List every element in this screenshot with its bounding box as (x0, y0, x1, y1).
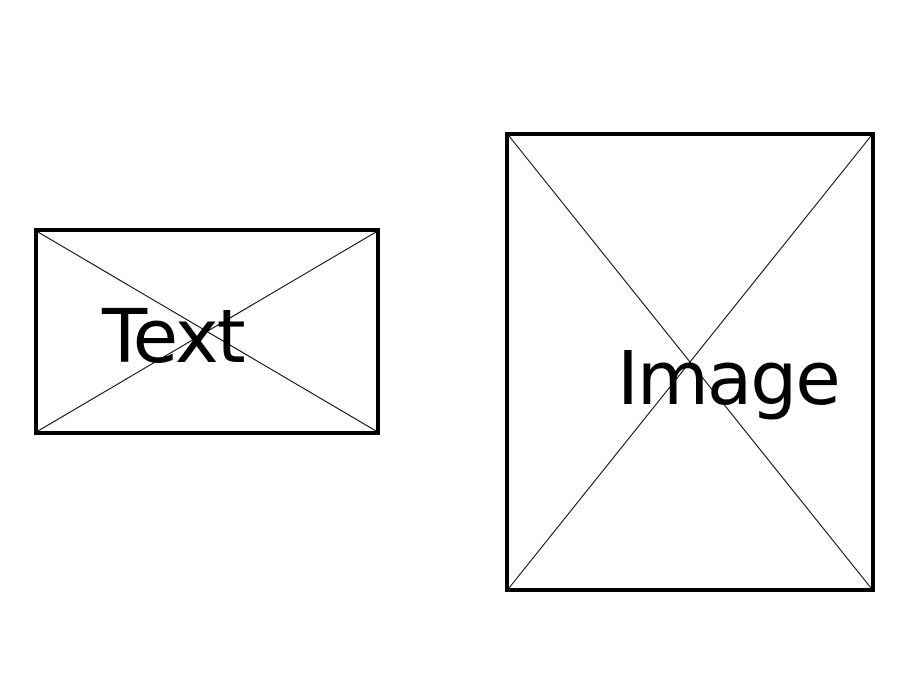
text-placeholder-label: Text (102, 294, 246, 380)
text-placeholder-box: Text (34, 228, 380, 435)
text-placeholder-cross (38, 232, 376, 431)
image-placeholder-diagonal-2 (509, 136, 871, 588)
image-placeholder-box: Image (505, 132, 875, 592)
text-placeholder-diagonal-2 (38, 232, 376, 431)
image-placeholder-cross (509, 136, 871, 588)
image-placeholder-label: Image (617, 336, 841, 422)
